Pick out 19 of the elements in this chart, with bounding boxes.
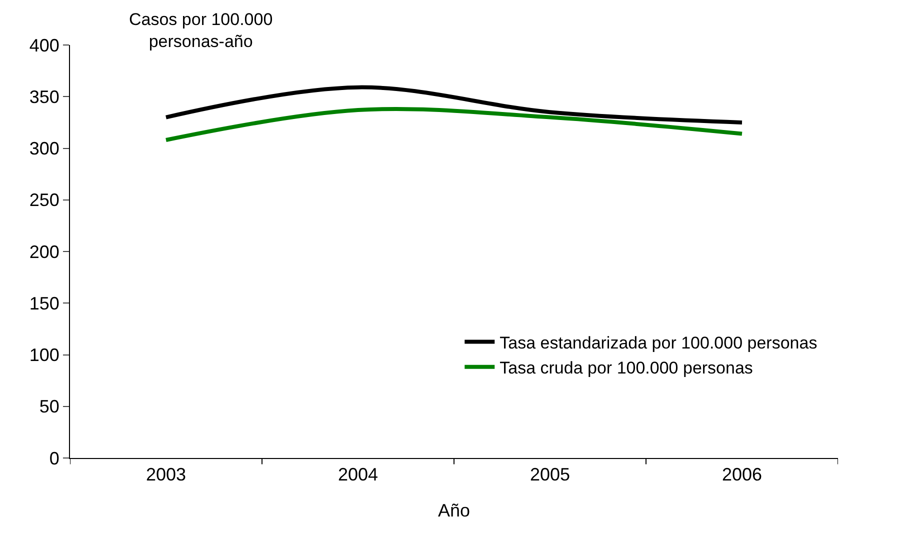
line-series	[164, 107, 744, 142]
y-tick-label: 300	[29, 138, 60, 159]
x-tick-label: 2003	[146, 464, 186, 485]
y-tick-label: 100	[29, 345, 60, 366]
x-tick-label: 2004	[338, 464, 378, 485]
y-axis-title: Casos por 100.000 personas-año	[129, 10, 273, 52]
y-tick-label: 150	[29, 293, 60, 314]
y-tick-label: 0	[49, 448, 60, 468]
x-tick-label: 2006	[722, 464, 762, 485]
legend-label: Tasa estandarizada por 100.000 personas	[500, 333, 818, 352]
line-series	[164, 85, 744, 124]
y-tick-label: 400	[29, 35, 60, 56]
y-tick-label: 350	[29, 86, 60, 107]
y-tick-label: 200	[29, 242, 60, 262]
y-tick-label: 50	[39, 396, 60, 417]
x-tick-label: 2005	[530, 464, 570, 485]
x-axis-title: Año	[438, 500, 470, 521]
y-tick-label: 250	[29, 190, 60, 210]
legend-label: Tasa cruda por 100.000 personas	[500, 358, 753, 378]
